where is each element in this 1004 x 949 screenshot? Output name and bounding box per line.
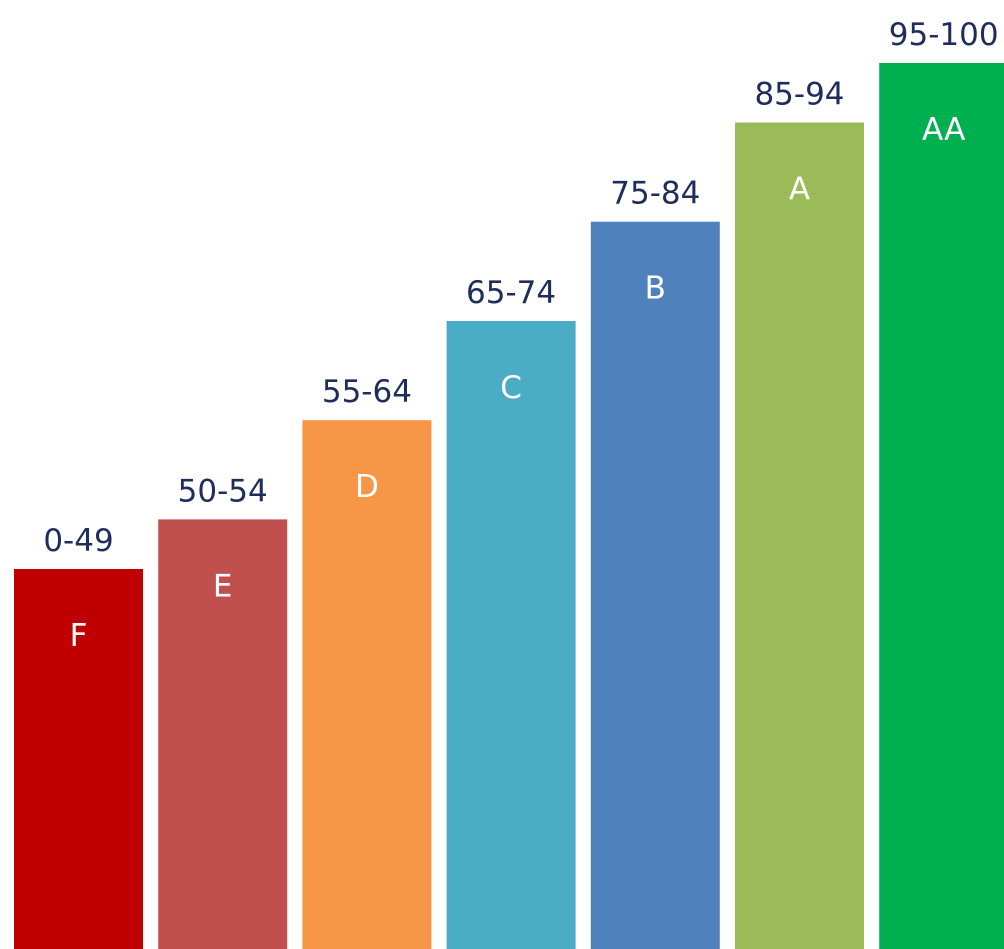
bar-aa (879, 63, 1004, 949)
bar-d (302, 420, 432, 949)
range-label: 75-84 (610, 176, 700, 212)
range-label: 55-64 (322, 374, 412, 410)
grade-label: C (500, 370, 522, 406)
bar-c (446, 321, 576, 949)
bar-a (735, 122, 864, 949)
grade-label: B (645, 271, 666, 307)
bar-e (158, 519, 288, 949)
range-label: 50-54 (178, 473, 268, 509)
range-label: 85-94 (754, 77, 844, 113)
grade-label: F (70, 618, 88, 654)
grade-label: D (355, 469, 379, 505)
range-label: 95-100 (889, 17, 999, 53)
grade-label: A (789, 172, 810, 208)
bar-f (14, 569, 143, 949)
range-label: 0-49 (43, 523, 113, 559)
range-label: 65-74 (466, 275, 556, 311)
grade-label: E (213, 568, 233, 604)
bar-b (590, 221, 720, 949)
grade-label: AA (922, 112, 965, 148)
